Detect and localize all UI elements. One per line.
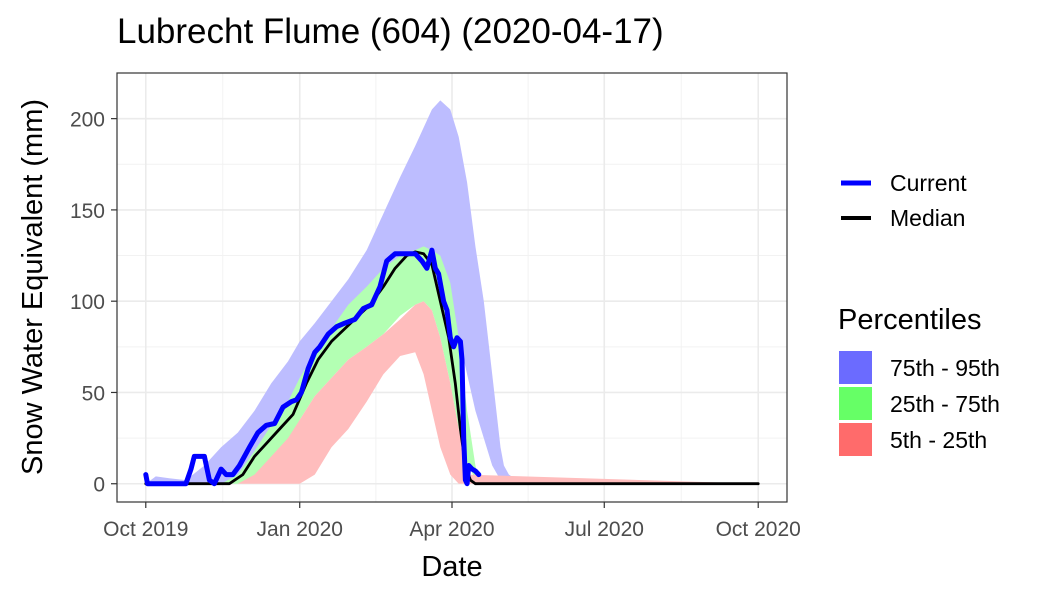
- chart-title: Lubrecht Flume (604) (2020-04-17): [117, 12, 664, 51]
- y-tick-label: 150: [70, 200, 105, 223]
- percentile-bands: [145, 100, 759, 484]
- legend-label-75-95: 75th - 95th: [890, 355, 1000, 381]
- legend-key-25-75: [839, 387, 872, 420]
- y-tick-label: 0: [93, 474, 105, 497]
- y-axis-title: Snow Water Equivalent (mm): [17, 99, 49, 475]
- x-axis: Oct 2019 Jan 2020 Apr 2020 Jul 2020 Oct 2020: [103, 502, 801, 541]
- legend-label-5-25: 5th - 25th: [890, 427, 987, 453]
- x-tick-label: Jan 2020: [257, 518, 343, 541]
- series-lines: [143, 247, 760, 487]
- legend-percentiles: Percentiles 75th - 95th 25th - 75th 5th …: [838, 304, 1000, 456]
- y-tick-label: 50: [82, 382, 105, 405]
- band-5-25: [145, 301, 759, 484]
- legend-key-5-25: [839, 423, 872, 456]
- y-tick-label: 100: [70, 291, 105, 314]
- legend-label-25-75: 25th - 75th: [890, 391, 1000, 417]
- x-tick-label: Oct 2019: [103, 518, 188, 541]
- x-axis-title: Date: [421, 551, 482, 583]
- y-tick-label: 200: [70, 109, 105, 132]
- series-line-median: [144, 250, 760, 486]
- x-tick-label: Apr 2020: [409, 518, 494, 541]
- legend-title-percentiles: Percentiles: [838, 304, 981, 336]
- legend-key-75-95: [839, 351, 872, 384]
- band-75-95: [145, 100, 759, 484]
- legend-label-current: Current: [890, 170, 967, 196]
- series-line-current: [143, 247, 482, 487]
- legend-label-median: Median: [890, 205, 965, 231]
- y-axis: 0 50 100 150 200: [70, 109, 117, 497]
- x-tick-label: Jul 2020: [565, 518, 644, 541]
- legend-lines: Current Median: [841, 170, 967, 231]
- x-tick-label: Oct 2020: [716, 518, 801, 541]
